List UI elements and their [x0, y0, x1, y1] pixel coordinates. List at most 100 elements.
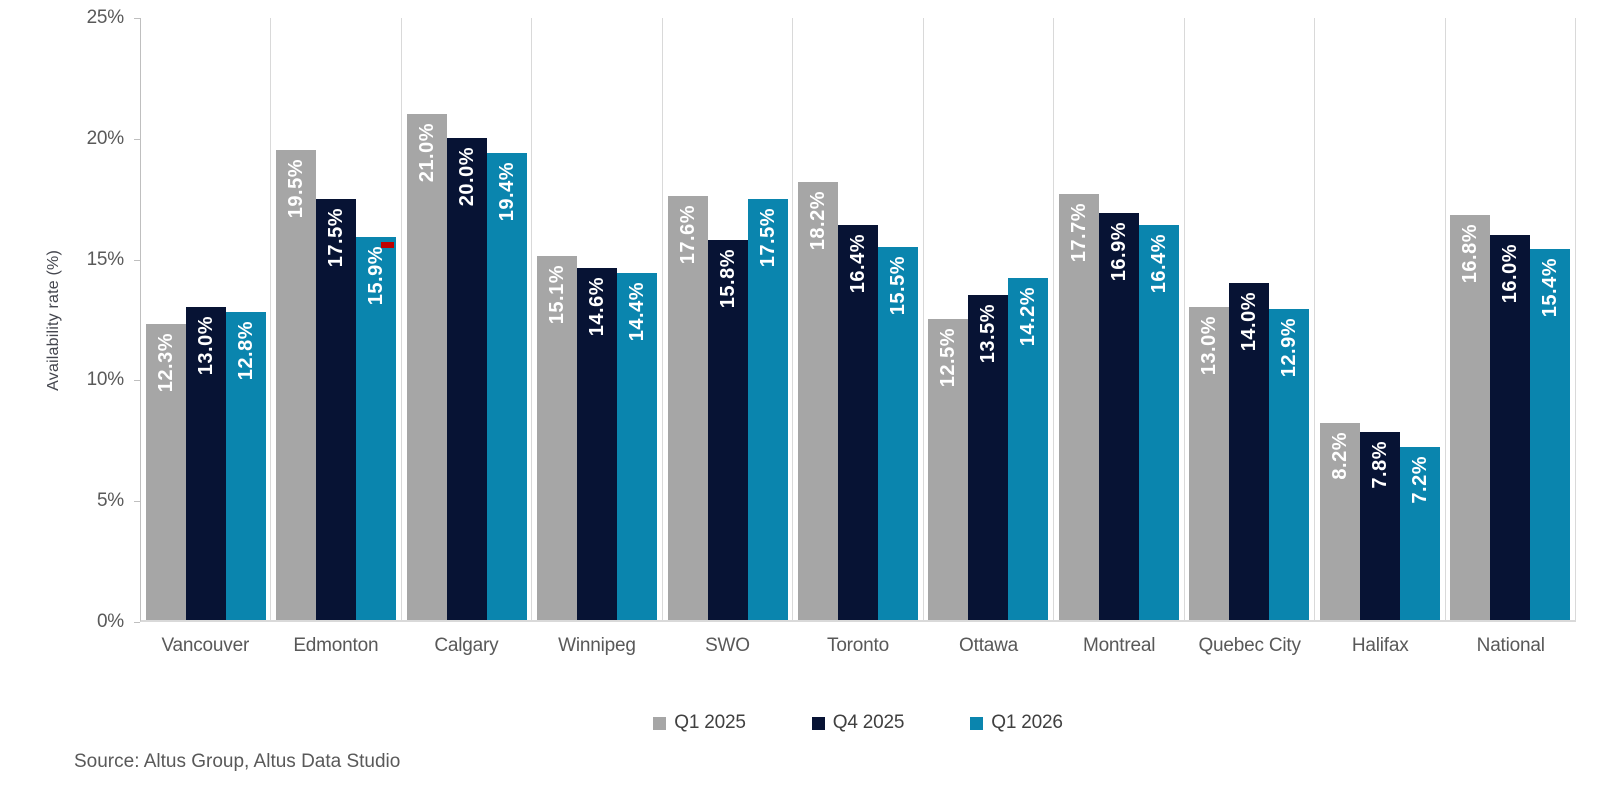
bar-label-wrap: 15.5% — [878, 256, 918, 315]
y-tick-mark-25- — [134, 18, 140, 19]
bar-value-label-montreal-q1-2025: 17.7% — [1067, 202, 1090, 263]
x-axis-label-vancouver: Vancouver — [161, 635, 250, 656]
bar-label-wrap: 19.4% — [487, 162, 527, 221]
x-axis-label-montreal: Montreal — [1082, 635, 1156, 656]
bar-label-wrap: 14.2% — [1008, 287, 1048, 346]
bar-edmonton-q1-2025: 19.5% — [276, 150, 317, 620]
legend-swatch-q1-2026 — [970, 716, 984, 730]
category-group-swo: 17.6% 15.8% 17.5% — [663, 18, 794, 620]
bar-winnipeg-q4-2025: 14.6% — [577, 268, 618, 620]
bar-value-label-calgary-q4-2025: 20.0% — [455, 147, 478, 207]
bar-value-label-winnipeg-q1-2026: 14.4% — [626, 282, 649, 342]
bar-label-wrap: 14.0% — [1229, 292, 1269, 351]
x-axis-label-halifax: Halifax — [1351, 635, 1409, 656]
bar-label-wrap: 17.5% — [316, 208, 356, 267]
bar-value-label-halifax-q1-2025: 8.2% — [1328, 431, 1351, 480]
bar-label-wrap: 8.2% — [1320, 432, 1360, 480]
bar-value-label-vancouver-q1-2026: 12.8% — [234, 320, 257, 380]
y-tick-mark-15- — [134, 259, 140, 261]
bar-label-wrap: 16.4% — [1139, 234, 1179, 293]
bar-winnipeg-q1-2025: 15.1% — [537, 256, 578, 620]
bar-value-label-swo-q4-2025: 15.8% — [716, 248, 739, 308]
x-axis-label-quebec-city: Quebec City — [1198, 635, 1301, 656]
bar-value-label-edmonton-q1-2026: 15.9% — [365, 246, 388, 306]
x-axis-labels: Vancouver Edmonton Calgary Winnipeg SWO Toron… — [140, 634, 1576, 658]
bar-label-wrap: 13.0% — [1189, 316, 1229, 375]
bar-label-wrap: 14.4% — [617, 282, 657, 341]
bar-label-wrap: 15.4% — [1530, 258, 1570, 317]
bar-value-label-ottawa-q1-2025: 12.5% — [937, 328, 960, 388]
bar-toronto-q1-2026: 15.5% — [877, 246, 918, 620]
bar-quebec-city-q4-2025: 14.0% — [1229, 282, 1270, 620]
y-tick-label-5-: 5% — [96, 490, 124, 512]
legend-swatch-q1-2025 — [653, 716, 667, 730]
bar-value-label-ottawa-q4-2025: 13.5% — [977, 303, 1000, 364]
legend-label-q4-2025: Q4 2025 — [832, 712, 905, 733]
x-axis-label-winnipeg: Winnipeg — [558, 635, 636, 656]
bar-label-wrap: 7.2% — [1400, 456, 1440, 504]
legend-label-q1-2025: Q1 2025 — [674, 712, 746, 733]
bar-national-q1-2026: 15.4% — [1530, 249, 1571, 620]
bar-label-wrap: 12.3% — [146, 333, 186, 392]
bar-swo-q1-2025: 17.6% — [667, 196, 708, 620]
y-tick-label-10-: 10% — [86, 369, 125, 391]
y-tick-label-25-: 25% — [86, 7, 125, 28]
bar-ottawa-q1-2025: 12.5% — [928, 319, 969, 620]
category-group-calgary: 21.0% 20.0% 19.4% — [402, 18, 533, 620]
bar-value-label-winnipeg-q4-2025: 14.6% — [586, 277, 609, 337]
plot-area: 12.3% 13.0% 12.8% 19.5% 17.5% 15.9% 21.0% 20.0%… — [140, 18, 1576, 622]
legend-item-q1-2025: Q1 2025 — [653, 712, 746, 734]
bar-value-label-ottawa-q1-2026: 14.2% — [1017, 287, 1040, 347]
bar-value-label-vancouver-q1-2025: 12.3% — [154, 332, 177, 393]
y-tick-mark-0- — [134, 622, 140, 623]
bar-label-wrap: 17.7% — [1059, 203, 1099, 262]
bar-ottawa-q1-2026: 14.2% — [1008, 278, 1049, 620]
bar-value-label-national-q4-2025: 16.0% — [1499, 243, 1522, 303]
bar-winnipeg-q1-2026: 14.4% — [617, 273, 658, 620]
bar-montreal-q4-2025: 16.9% — [1098, 213, 1139, 620]
category-group-quebec-city: 13.0% 14.0% 12.9% — [1185, 18, 1316, 620]
legend-item-q4-2025: Q4 2025 — [811, 712, 905, 734]
category-group-vancouver: 12.3% 13.0% 12.8% — [141, 18, 272, 620]
bar-halifax-q1-2026: 7.2% — [1399, 446, 1440, 620]
legend-swatch-q4-2025 — [811, 716, 825, 730]
bar-label-wrap: 19.5% — [276, 159, 316, 218]
bar-value-label-quebec-city-q1-2026: 12.9% — [1278, 318, 1301, 378]
bar-montreal-q1-2025: 17.7% — [1058, 193, 1099, 620]
bar-label-wrap: 16.8% — [1450, 224, 1490, 283]
category-group-toronto: 18.2% 16.4% 15.5% — [793, 18, 924, 620]
bar-label-wrap: 17.5% — [748, 208, 788, 267]
bar-value-label-edmonton-q1-2025: 19.5% — [285, 159, 308, 219]
bar-label-wrap: 12.8% — [226, 321, 266, 380]
bar-vancouver-q4-2025: 13.0% — [185, 306, 226, 620]
bar-label-wrap: 15.9% — [356, 246, 396, 305]
bar-ottawa-q4-2025: 13.5% — [968, 294, 1009, 620]
bar-label-wrap: 16.9% — [1099, 222, 1139, 281]
bar-toronto-q1-2025: 18.2% — [797, 181, 838, 620]
bar-national-q1-2025: 16.8% — [1450, 215, 1491, 620]
bar-toronto-q4-2025: 16.4% — [837, 225, 878, 620]
bar-label-wrap: 15.8% — [708, 249, 748, 308]
x-axis-label-edmonton: Edmonton — [293, 635, 379, 656]
bar-value-label-montreal-q4-2025: 16.9% — [1107, 222, 1130, 282]
bar-calgary-q4-2025: 20.0% — [446, 138, 487, 620]
bar-value-label-swo-q1-2025: 17.6% — [676, 205, 699, 265]
bar-label-wrap: 20.0% — [447, 147, 487, 206]
bar-value-label-calgary-q1-2025: 21.0% — [415, 123, 438, 183]
bar-label-wrap: 13.5% — [968, 304, 1008, 363]
legend: Q1 2025 Q4 2025 Q1 2026 — [140, 712, 1576, 734]
x-axis-label-toronto: Toronto — [827, 635, 889, 656]
annotation-red-mark — [381, 242, 395, 249]
bar-calgary-q1-2025: 21.0% — [406, 114, 447, 620]
bar-swo-q1-2026: 17.5% — [747, 198, 788, 620]
bar-halifax-q4-2025: 7.8% — [1359, 432, 1400, 620]
bar-value-label-montreal-q1-2026: 16.4% — [1147, 234, 1170, 294]
bar-label-wrap: 21.0% — [407, 123, 447, 182]
bar-label-wrap: 17.6% — [668, 205, 708, 264]
bar-edmonton-q4-2025: 17.5% — [316, 198, 357, 620]
category-group-edmonton: 19.5% 17.5% 15.9% — [271, 18, 402, 620]
bar-label-wrap: 7.8% — [1360, 441, 1400, 489]
bar-value-label-swo-q1-2026: 17.5% — [756, 207, 779, 267]
category-group-national: 16.8% 16.0% 15.4% — [1446, 18, 1576, 620]
